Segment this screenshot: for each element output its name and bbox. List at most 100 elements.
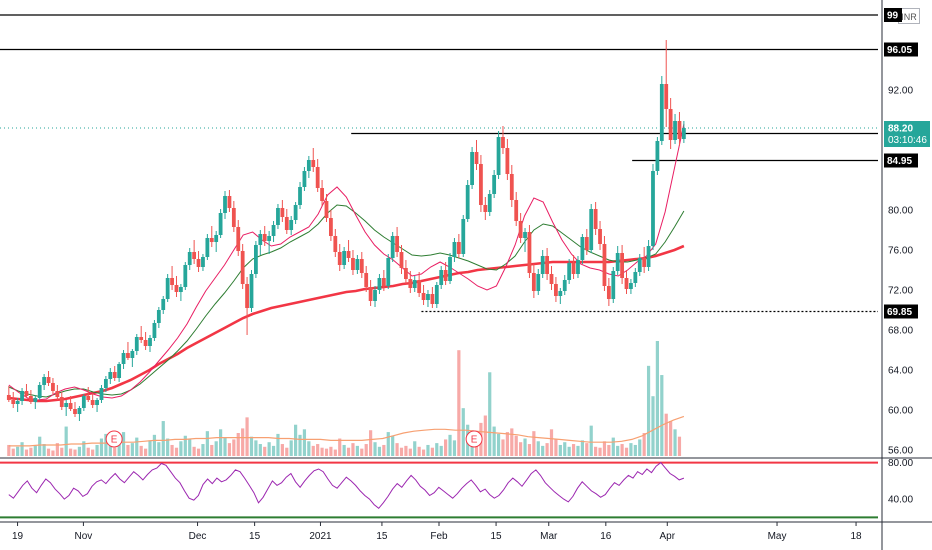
candle-body	[298, 187, 302, 205]
volume-bar	[166, 438, 170, 456]
volume-bar	[545, 443, 549, 456]
candle	[470, 147, 474, 189]
candle-body	[148, 338, 152, 346]
candle-body	[602, 244, 607, 286]
candle	[152, 320, 157, 341]
candle	[536, 269, 541, 295]
candle-body	[267, 236, 272, 241]
candle-body	[346, 251, 351, 258]
candle	[59, 392, 64, 410]
time-tick-label: Mar	[540, 531, 558, 542]
candle	[593, 202, 598, 235]
candle	[417, 272, 422, 297]
volume-bar	[135, 437, 139, 456]
candle-body	[668, 109, 673, 140]
candle	[399, 245, 404, 274]
candle-body	[187, 252, 192, 265]
candle-body	[399, 252, 404, 268]
volume-bar	[488, 372, 492, 456]
candle-body	[99, 388, 104, 400]
volume-bar	[117, 439, 121, 456]
volume-bar	[435, 443, 439, 456]
volume-bar	[11, 448, 15, 456]
price-tick-label: 56.00	[888, 446, 913, 457]
volume-bar	[642, 433, 646, 456]
volume-bar	[620, 444, 624, 456]
candle	[227, 190, 232, 212]
volume-bar	[298, 434, 302, 456]
candle	[483, 197, 488, 220]
volume-bar	[527, 444, 532, 456]
candle-body	[615, 253, 620, 271]
candle	[192, 240, 197, 264]
ema-short-line	[8, 123, 685, 401]
volume-bar	[629, 443, 633, 456]
volume-bar	[549, 429, 554, 456]
candle-body	[289, 220, 294, 230]
candle	[42, 374, 47, 390]
candle-body	[606, 286, 611, 299]
candle	[245, 277, 249, 335]
level-tag-label: 69.85	[887, 307, 912, 318]
candle-body	[231, 208, 236, 227]
volume-bar	[439, 445, 443, 456]
level-tag-label: 99	[887, 11, 899, 22]
volume-bar	[408, 448, 412, 456]
candle	[28, 390, 33, 404]
candle	[430, 287, 435, 308]
candle-body	[112, 372, 117, 378]
candle-body	[483, 205, 488, 212]
candle	[408, 271, 413, 293]
volume-bar	[563, 442, 567, 456]
candle	[311, 148, 316, 172]
candle	[267, 231, 272, 254]
time-tick-label: 19	[12, 531, 24, 542]
candle-body	[134, 337, 139, 351]
volume-bar	[611, 437, 615, 456]
candle-body	[518, 221, 523, 238]
candle	[156, 307, 161, 328]
volume-bar	[113, 447, 117, 456]
candle	[117, 362, 122, 382]
volume-bar	[338, 438, 342, 456]
candle	[501, 126, 505, 154]
volume-bar	[492, 426, 496, 456]
volume-bar	[143, 448, 148, 456]
candle	[615, 246, 620, 275]
volume-bar	[633, 444, 637, 456]
candle-body	[505, 148, 510, 174]
candle-body	[673, 121, 677, 140]
rsi-line	[8, 461, 685, 509]
volume-bar	[130, 443, 134, 456]
candle-body	[183, 265, 188, 287]
volume-bar	[210, 444, 214, 456]
volume-bar	[99, 438, 104, 456]
volume-bar	[148, 440, 152, 456]
volume-bar	[126, 444, 130, 456]
candle-body	[103, 379, 108, 388]
candle-body	[161, 299, 166, 310]
rsi-tick-label: 40.00	[888, 495, 913, 506]
candle	[359, 252, 364, 278]
candle-body	[624, 278, 629, 289]
candle-body	[479, 164, 483, 205]
candle-body	[611, 271, 616, 299]
earnings-marker-label: E	[111, 435, 118, 446]
candle-body	[143, 340, 148, 346]
candle-body	[42, 377, 47, 385]
candle	[404, 260, 408, 284]
candle-body	[46, 377, 51, 383]
currency-badge[interactable]: INR	[898, 8, 920, 24]
volume-bar	[430, 447, 434, 456]
candle	[540, 250, 545, 278]
candle-body	[598, 229, 602, 244]
candle	[37, 382, 42, 400]
volume-bar	[68, 448, 73, 456]
level-tag-background	[884, 8, 902, 22]
price-tick-label: 76.00	[888, 246, 913, 257]
volume-bar	[311, 445, 315, 456]
candle-body	[456, 242, 461, 254]
candle-body	[386, 258, 391, 286]
